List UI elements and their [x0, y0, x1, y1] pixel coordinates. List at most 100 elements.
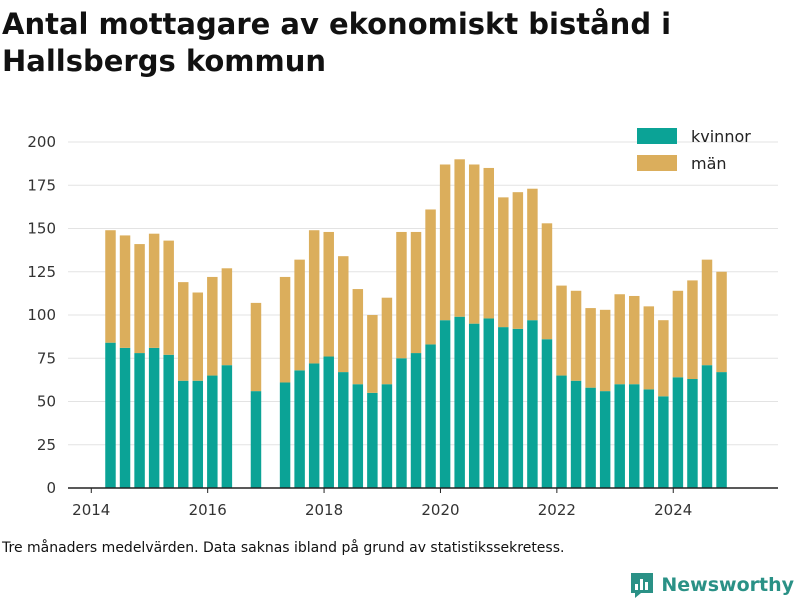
- bar-man: [323, 231, 334, 357]
- bar-man: [716, 271, 727, 373]
- y-tick-label: 50: [37, 393, 56, 411]
- bar-man: [134, 244, 145, 354]
- bar-kvinnor: [454, 316, 465, 488]
- bar-man: [439, 164, 451, 321]
- bar-man: [352, 289, 364, 385]
- bar-kvinnor: [381, 384, 393, 488]
- bar-kvinnor: [177, 380, 189, 488]
- bar-man: [294, 259, 305, 371]
- grid-lines: [68, 141, 778, 446]
- y-tick-label: 200: [27, 133, 56, 151]
- y-tick-label: 175: [27, 176, 56, 194]
- legend: kvinnor män: [637, 127, 751, 173]
- bar-kvinnor: [672, 377, 684, 488]
- bar-man: [570, 290, 582, 381]
- bar-man: [512, 192, 524, 329]
- bar-man: [221, 268, 233, 366]
- bar-kvinnor: [527, 320, 538, 488]
- y-tick-label: 125: [27, 263, 56, 281]
- bar-man: [468, 164, 480, 324]
- bar-man: [599, 309, 611, 392]
- bar-man: [396, 231, 407, 359]
- bar-kvinnor: [294, 370, 305, 488]
- bar-kvinnor: [425, 344, 436, 488]
- bar-kvinnor: [701, 365, 713, 488]
- bar-kvinnor: [119, 347, 131, 488]
- bar-man: [687, 280, 698, 380]
- bar-kvinnor: [585, 387, 596, 488]
- bar-kvinnor: [367, 392, 378, 488]
- legend-swatch-man: [637, 155, 677, 171]
- brand[interactable]: Newsworthy: [629, 570, 794, 600]
- y-tick-label: 75: [37, 349, 56, 367]
- bar-kvinnor: [410, 353, 422, 488]
- x-tick-label: 2016: [189, 501, 227, 519]
- bar-man: [614, 294, 625, 385]
- x-tick-label: 2014: [72, 501, 110, 519]
- bar-kvinnor: [541, 339, 553, 488]
- bar-man: [527, 188, 538, 321]
- bar-kvinnor: [570, 380, 582, 488]
- bar-kvinnor: [221, 365, 233, 488]
- bar-man: [672, 290, 684, 378]
- x-tick-label: 2022: [538, 501, 576, 519]
- bar-man: [192, 292, 204, 381]
- bar-kvinnor: [643, 389, 655, 488]
- bar-man: [338, 256, 349, 373]
- bar-man: [425, 209, 436, 345]
- bar-kvinnor: [629, 384, 640, 488]
- bar-kvinnor: [352, 384, 364, 488]
- bar-man: [308, 230, 320, 364]
- bar-chart-logo-icon: [631, 573, 654, 598]
- bar-man: [148, 233, 160, 348]
- y-tick-label: 100: [27, 306, 56, 324]
- bar-man: [454, 159, 465, 317]
- bar-man: [279, 276, 291, 383]
- bar-man: [585, 308, 596, 388]
- bar-man: [643, 306, 655, 390]
- bar-kvinnor: [599, 391, 611, 488]
- bar-kvinnor: [105, 342, 116, 488]
- bar-kvinnor: [468, 323, 480, 488]
- bar-man: [701, 259, 713, 366]
- bar-man: [498, 197, 509, 328]
- bar-kvinnor: [556, 375, 567, 488]
- bar-kvinnor: [207, 375, 218, 488]
- bar-man: [629, 295, 640, 385]
- axes: 0 25 50 75 100 125 150 175 200 2014 2016 2018 2020 20…: [27, 133, 778, 519]
- bar-man: [658, 320, 669, 397]
- bar-man: [381, 297, 393, 385]
- bar-kvinnor: [498, 327, 509, 488]
- bar-kvinnor: [323, 356, 334, 488]
- bar-man: [556, 285, 567, 376]
- legend-label-kvinnor: kvinnor: [691, 127, 751, 146]
- y-tick-label: 25: [37, 436, 56, 454]
- bar-man: [410, 231, 422, 354]
- bar-kvinnor: [614, 384, 625, 488]
- bar-man: [483, 167, 494, 319]
- y-tick-label: 150: [27, 220, 56, 238]
- legend-label-man: män: [691, 154, 727, 173]
- bar-man: [250, 302, 262, 392]
- bar-kvinnor: [658, 396, 669, 488]
- y-tick-label: 0: [46, 479, 56, 497]
- bar-kvinnor: [687, 379, 698, 488]
- x-tick-label: 2018: [305, 501, 343, 519]
- bar-kvinnor: [279, 382, 291, 488]
- bar-kvinnor: [338, 372, 349, 488]
- bar-man: [119, 235, 131, 348]
- bar-man: [367, 315, 378, 393]
- legend-swatch-kvinnor: [637, 128, 677, 144]
- bar-kvinnor: [483, 318, 494, 488]
- chart-title: Antal mottagare av ekonomiskt bistånd i …: [2, 7, 672, 78]
- brand-name: Newsworthy: [661, 574, 794, 596]
- bar-man: [207, 276, 218, 376]
- bar-kvinnor: [396, 358, 407, 488]
- bar-man: [177, 282, 189, 381]
- footnote: Tre månaders medelvärden. Data saknas ib…: [2, 540, 565, 556]
- bar-kvinnor: [308, 363, 320, 488]
- bar-kvinnor: [163, 354, 174, 488]
- bar-kvinnor: [134, 353, 145, 488]
- bar-kvinnor: [192, 380, 204, 488]
